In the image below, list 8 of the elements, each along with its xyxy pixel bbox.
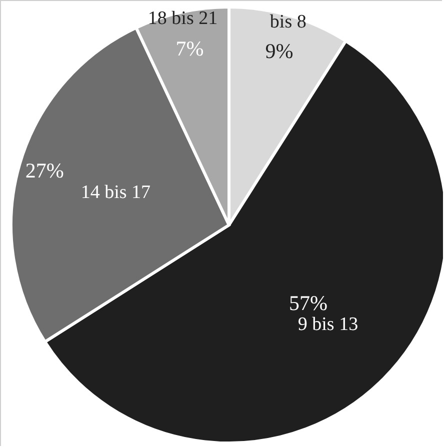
slice-label: 18 bis 21: [148, 8, 218, 30]
data-label: 7%: [176, 36, 204, 60]
slice-label: 14 bis 17: [80, 182, 151, 204]
data-label: 27%: [25, 158, 64, 182]
slice-label: bis 8: [270, 11, 306, 32]
data-label: 57%: [288, 291, 328, 316]
data-label: 9%: [265, 39, 294, 64]
slice-label: 9 bis 13: [298, 314, 358, 335]
